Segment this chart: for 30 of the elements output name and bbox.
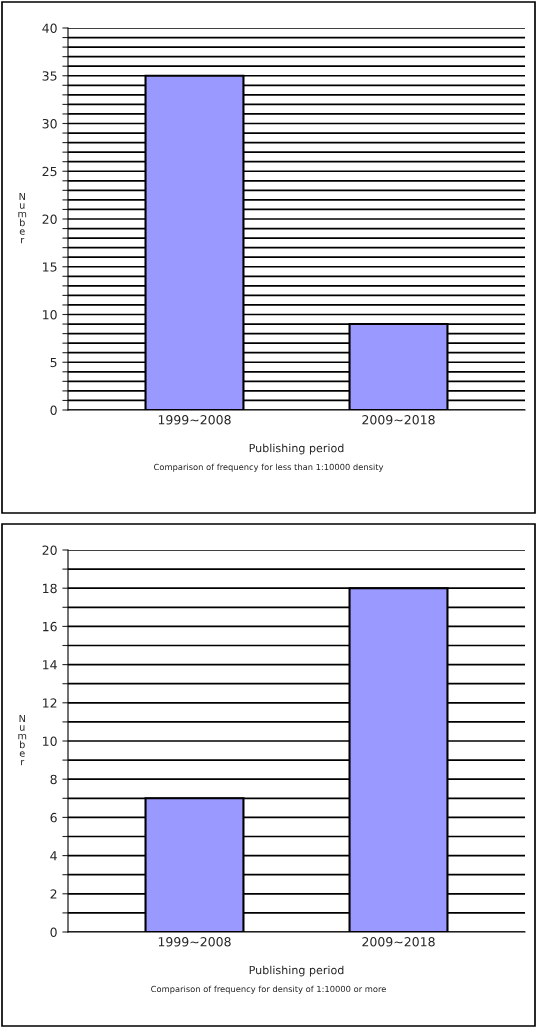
y-tick-label: 25 <box>42 166 57 177</box>
x-axis-title: Publishing period <box>249 965 344 977</box>
y-tick-label: 8 <box>50 774 57 785</box>
x-tick-label: 2009~2018 <box>362 937 435 947</box>
y-tick-label: 6 <box>50 812 57 823</box>
y-tick-label: 35 <box>42 71 57 81</box>
y-tick-label: 5 <box>50 357 57 368</box>
x-tick-label: 1999~2008 <box>158 937 231 947</box>
y-tick-label: 16 <box>43 621 57 632</box>
y-tick-label: 12 <box>43 698 57 708</box>
y-tick-label: 15 <box>43 262 57 272</box>
x-tick-label: 1999~2008 <box>158 415 231 425</box>
y-tick-label: 20 <box>42 214 57 224</box>
y-tick-label: 10 <box>43 736 57 746</box>
y-tick-label: 2 <box>50 889 57 899</box>
y-tick-label: 4 <box>50 851 57 861</box>
y-tick-label: 20 <box>42 545 57 555</box>
y-tick-label: 18 <box>43 583 57 594</box>
y-tick-label: 0 <box>50 927 57 937</box>
y-tick-label: 14 <box>43 660 57 670</box>
text: Comparison of frequency for less than 1:10000 density <box>153 463 384 472</box>
x-tick-label: 2009~2018 <box>362 415 435 425</box>
y-axis-title: Number <box>18 714 27 766</box>
y-tick-label: 10 <box>43 309 57 320</box>
x-axis-title: Publishing period <box>249 443 344 455</box>
y-axis-title: Number <box>18 192 27 244</box>
y-tick-label: 40 <box>42 23 57 33</box>
text: Comparison of frequency for density of 1:10000 or more <box>151 985 386 994</box>
y-tick-label: 30 <box>42 118 57 129</box>
y-tick-label: 0 <box>50 405 57 415</box>
